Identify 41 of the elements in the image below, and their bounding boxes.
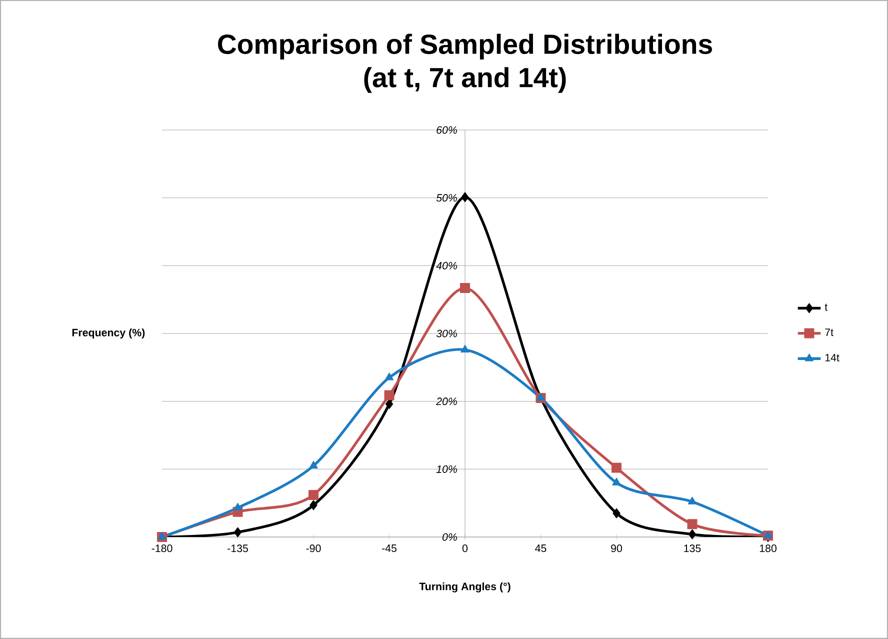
- point: [384, 390, 394, 400]
- x-tick-label: 135: [684, 544, 701, 552]
- y-tick-label: 0%: [442, 533, 457, 541]
- y-tick-label: 10%: [436, 465, 457, 473]
- y-tick-label: 50%: [436, 194, 457, 202]
- x-tick-label: 45: [535, 544, 546, 552]
- point: [687, 519, 698, 530]
- y-tick-label: 40%: [436, 262, 457, 270]
- x-tick-label: -180: [152, 544, 172, 552]
- point: [384, 372, 394, 380]
- point: [764, 530, 772, 538]
- point: [612, 462, 622, 473]
- x-tick-label: 90: [611, 544, 622, 552]
- chart-title: Comparison of Sampled Distributions: [218, 34, 712, 60]
- chart-subtitle: (at t, 7t and 14t): [364, 67, 566, 93]
- point: [460, 344, 470, 352]
- legend-label: t: [824, 304, 828, 311]
- point: [385, 399, 394, 410]
- point: [688, 496, 697, 504]
- point: [612, 478, 621, 486]
- x-tick-label: -135: [228, 544, 248, 552]
- point: [309, 460, 318, 468]
- x-tick-label: 180: [760, 544, 776, 552]
- x-tick-label: -45: [382, 544, 397, 552]
- point: [688, 529, 696, 540]
- point: [310, 500, 318, 510]
- x-axis-title: Turning Angles (°): [419, 582, 510, 592]
- point: [612, 508, 620, 518]
- y-axis-title: Frequency (%): [72, 328, 145, 338]
- x-tick-label: -90: [306, 544, 321, 552]
- y-tick-label: 20%: [436, 398, 457, 406]
- legend-label: 7t: [825, 328, 834, 336]
- point: [233, 502, 242, 510]
- point: [460, 283, 470, 294]
- legend-label: 14t: [825, 354, 840, 362]
- y-tick-label: 30%: [436, 330, 457, 338]
- y-tick-label: 60%: [436, 126, 457, 134]
- point: [234, 527, 242, 538]
- point: [461, 192, 469, 202]
- point: [308, 490, 319, 500]
- x-tick-label: 0: [462, 544, 468, 552]
